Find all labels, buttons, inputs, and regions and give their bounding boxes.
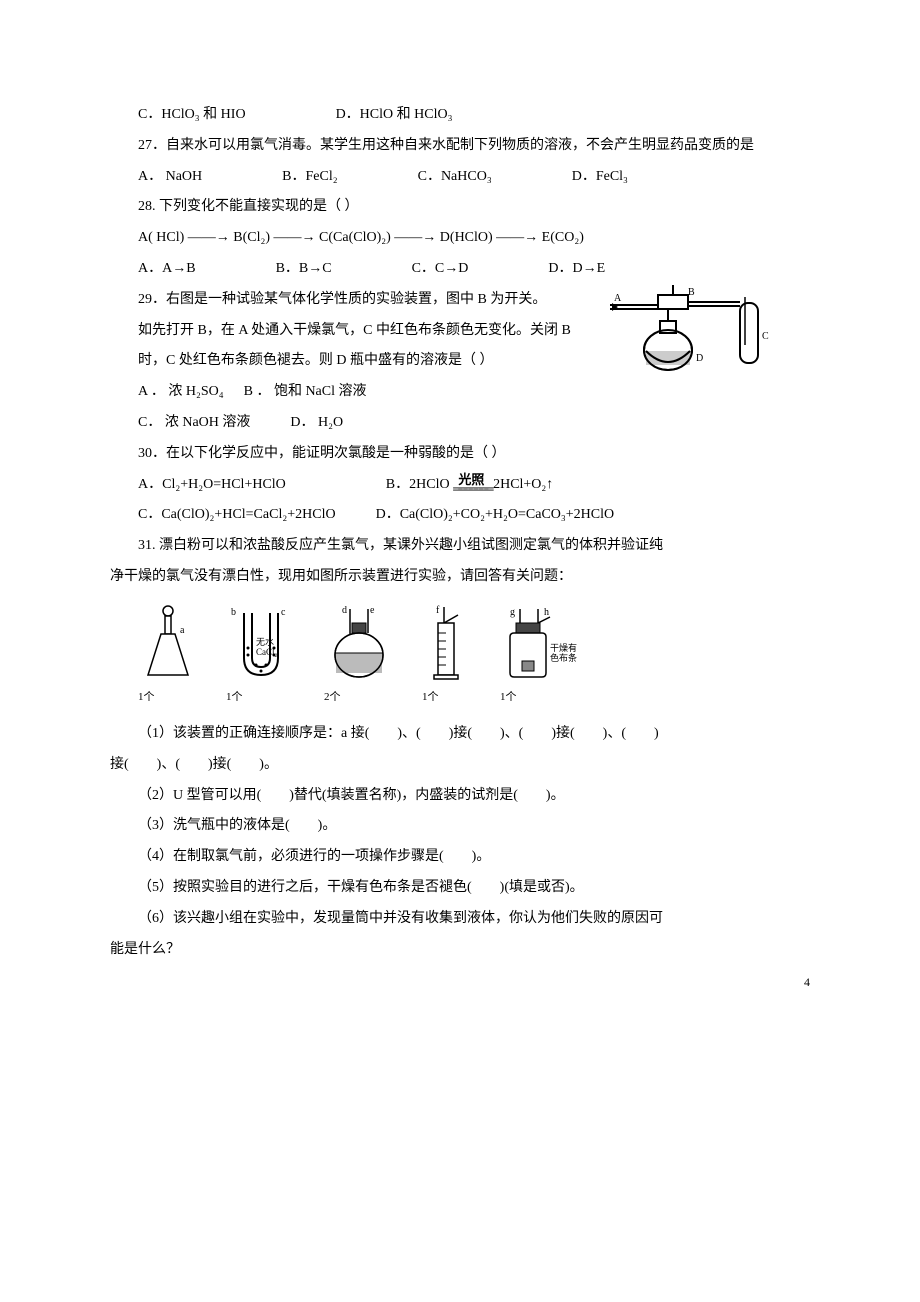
q29-opt-b: B ． 饱和 NaCl 溶液 [244, 377, 367, 408]
q28-opt-c: C．C→D [412, 254, 469, 285]
equals-arrow-icon: ═══════ [453, 482, 489, 495]
q31-p6: （6）该兴趣小组在实验中，发现量筒中并没有收集到液体，你认为他们失败的原因可 [110, 904, 810, 935]
q28-opt-b: B．B→C [276, 254, 332, 285]
svg-text:c: c [281, 607, 286, 618]
q31-p6b: 能是什么？ [110, 935, 810, 966]
q30-stem: 30．在以下化学反应中，能证明次氯酸是一种弱酸的是（ ） [110, 439, 810, 470]
q30-opt-b: B．2HClO 光照 ═══════ 2HCl+O₂↑ [386, 470, 554, 501]
q29-opt-d: D． H₂O [290, 408, 343, 439]
q27-opt-b: B．FeCl₂ [282, 162, 337, 193]
svg-text:f: f [436, 605, 440, 616]
q28-chain: A( HCl) ——→ B(Cl₂) ——→ C(Ca(ClO)₂) ——→ D… [110, 223, 810, 254]
svg-text:h: h [544, 607, 549, 618]
svg-text:a: a [180, 625, 185, 636]
q26-opt-c: C．HClO₃ 和 HIO [138, 100, 246, 131]
q28-options: A．A→B B．B→C C．C→D D．D→E [110, 254, 810, 285]
q30-b-left: B．2HClO [386, 477, 450, 492]
q27-stem: 27．自来水可以用氯气消毒。某学生用这种自来水配制下列物质的溶液，不会产生明显药… [110, 131, 810, 162]
svg-text:D: D [696, 353, 703, 364]
svg-text:B: B [688, 287, 695, 298]
q30-opt-a: A．Cl₂+H₂O=HCl+HClO [138, 470, 286, 501]
q28-opt-a: A．A→B [138, 254, 196, 285]
q31-apparatus-row: a 1个 b c 无水 CaCl₂ 1个 d e [138, 603, 810, 709]
q31-fig-utube: b c 无水 CaCl₂ 1个 [226, 603, 296, 709]
q31-fig-clothbottle: g h 干燥有 色布条 1个 [500, 603, 580, 709]
q31-p5: （5）按照实验目的进行之后，干燥有色布条是否褪色( )(填是或否)。 [110, 873, 810, 904]
q31-p3: （3）洗气瓶中的液体是( )。 [110, 811, 810, 842]
q31-cyl-count: 1个 [422, 685, 472, 709]
q28-opt-d: D．D→E [548, 254, 605, 285]
q30-options-cd: C．Ca(ClO)₂+HCl=CaCl₂+2HClO D．Ca(ClO)₂+CO… [110, 500, 810, 531]
q31-fig-flask: a 1个 [138, 603, 198, 709]
q27-opt-d: D．FeCl₃ [572, 162, 628, 193]
q30-b-arrow: 光照 ═══════ [453, 473, 489, 495]
svg-text:C: C [762, 331, 769, 342]
q27-opt-a: A． NaOH [138, 162, 202, 193]
q31-p1b: 接( )、( )接( )。 [110, 750, 810, 781]
q30-options-ab: A．Cl₂+H₂O=HCl+HClO B．2HClO 光照 ═══════ 2H… [110, 470, 810, 501]
q29-apparatus-figure: A B D C [610, 285, 770, 385]
q29-options-cd: C． 浓 NaOH 溶液 D． H₂O [110, 408, 810, 439]
q31-wash-count: 2个 [324, 685, 394, 709]
q31-fig-cylinder: f 1个 [422, 603, 472, 709]
q31-p2: （2）U 型管可以用( )替代(填装置名称)，内盛装的试剂是( )。 [110, 781, 810, 812]
q26-options-cd: C．HClO₃ 和 HIO D．HClO 和 HClO₃ [110, 100, 810, 131]
svg-text:g: g [510, 607, 515, 618]
q31-p4: （4）在制取氯气前，必须进行的一项操作步骤是( )。 [110, 842, 810, 873]
q29-opt-a: A ． 浓 H₂SO₄ [138, 377, 224, 408]
q29-opt-c: C． 浓 NaOH 溶液 [138, 408, 250, 439]
svg-text:b: b [231, 607, 236, 618]
svg-text:d: d [342, 605, 347, 616]
svg-text:干燥有: 干燥有 [550, 642, 577, 653]
svg-text:色布条: 色布条 [550, 652, 577, 663]
page-number: 4 [804, 969, 810, 995]
q31-utube-count: 1个 [226, 685, 296, 709]
q30-opt-c: C．Ca(ClO)₂+HCl=CaCl₂+2HClO [138, 500, 336, 531]
q31-cloth-count: 1个 [500, 685, 580, 709]
svg-text:无水: 无水 [256, 636, 274, 647]
q31-flask-count: 1个 [138, 685, 198, 709]
q28-stem: 28. 下列变化不能直接实现的是（ ） [110, 192, 810, 223]
q31-fig-washbottle: d e 2个 [324, 603, 394, 709]
q27-opt-c: C．NaHCO₃ [418, 162, 492, 193]
q31-intro-line1: 31. 漂白粉可以和浓盐酸反应产生氯气，某课外兴趣小组试图测定氯气的体积并验证纯 [110, 531, 810, 562]
q29-block: A B D C 29．右图是一种试验某气体化学性质的实验装置，图中 B 为开关。… [110, 285, 810, 439]
svg-text:e: e [370, 605, 375, 616]
q31-p1: （1）该装置的正确连接顺序是：a 接( )、( )接( )、( )接( )、( … [110, 719, 810, 750]
q27-options: A． NaOH B．FeCl₂ C．NaHCO₃ D．FeCl₃ [110, 162, 810, 193]
q30-opt-d: D．Ca(ClO)₂+CO₂+H₂O=CaCO₃+2HClO [376, 500, 615, 531]
q26-opt-d: D．HClO 和 HClO₃ [336, 100, 453, 131]
q31-intro-line2: 净干燥的氯气没有漂白性，现用如图所示装置进行实验，请回答有关问题： [110, 562, 810, 593]
svg-text:A: A [614, 293, 622, 304]
svg-text:CaCl₂: CaCl₂ [256, 647, 278, 657]
q30-b-right: 2HCl+O₂↑ [493, 477, 553, 492]
